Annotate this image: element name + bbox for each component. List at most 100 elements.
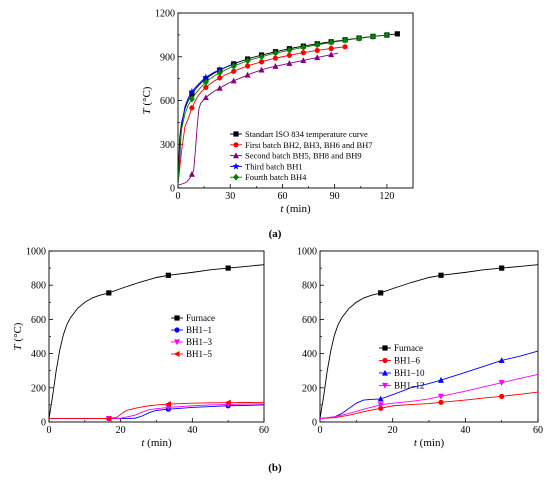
data-point — [342, 36, 349, 44]
series-2 — [319, 350, 539, 420]
legend-marker — [174, 327, 180, 333]
legend-entry: First batch BH2, BH3, BH6 and BH7 — [245, 140, 373, 150]
data-point — [342, 44, 348, 50]
data-point — [300, 57, 307, 63]
series-1 — [319, 391, 539, 420]
series-0 — [48, 264, 265, 419]
legend-marker — [233, 142, 239, 148]
legend: Furnace BH1–1 BH1–3 BH1–5 — [171, 313, 215, 359]
legend-marker — [174, 339, 180, 346]
data-point — [314, 47, 320, 54]
series-line — [177, 63, 236, 186]
y-axis-var: T — [12, 343, 24, 350]
x-tick-label: 0 — [318, 425, 323, 436]
legend-entry: BH1–12 — [394, 381, 425, 391]
y-tick-label: 400 — [302, 349, 317, 360]
legend-entry: Furnace — [186, 313, 215, 323]
data-point — [202, 78, 209, 86]
data-point — [225, 265, 231, 271]
data-point — [230, 77, 237, 84]
series-2 — [177, 51, 339, 186]
data-point — [231, 68, 237, 74]
y-tick-label: 900 — [160, 52, 175, 63]
data-point — [224, 399, 231, 406]
legend-marker — [382, 382, 388, 389]
y-tick-label: 600 — [302, 315, 317, 326]
x-tick-label: 40 — [460, 425, 470, 436]
legend-marker — [174, 315, 180, 321]
data-point — [377, 402, 384, 409]
data-point — [230, 62, 237, 70]
y-tick-label: 200 — [31, 383, 46, 394]
y-axis-title: T (°C) — [12, 322, 24, 350]
series-0 — [319, 264, 539, 419]
data-point — [328, 51, 335, 58]
data-point — [244, 71, 251, 78]
data-point — [165, 401, 171, 408]
y-axis-unit: (°C) — [12, 322, 24, 344]
y-axis-var: T — [141, 107, 153, 114]
x-axis-title: t (min) — [141, 437, 172, 449]
data-point — [188, 170, 195, 177]
legend-entry: Third batch BH1 — [245, 161, 303, 171]
data-point — [498, 380, 505, 386]
legend-marker — [233, 152, 239, 159]
data-point — [286, 60, 293, 66]
legend-marker — [382, 345, 388, 351]
x-axis-unit: (min) — [283, 203, 311, 215]
series-line — [319, 350, 539, 420]
x-tick-label: 40 — [187, 425, 197, 436]
legend-marker — [233, 173, 239, 181]
data-point — [202, 73, 210, 81]
legend-entry: BH1–5 — [186, 349, 213, 359]
data-point — [216, 84, 223, 91]
data-point — [189, 91, 195, 97]
data-point — [188, 87, 196, 95]
legend-entry: Standart ISO 834 temperature curve — [245, 129, 368, 139]
y-tick-label: 800 — [31, 281, 46, 292]
y-tick-label: 0 — [312, 418, 317, 429]
legend-entry: BH1–6 — [394, 356, 421, 366]
data-point — [300, 50, 306, 56]
data-point — [328, 45, 334, 52]
y-tick-label: 0 — [170, 184, 175, 195]
y-tick-label: 0 — [41, 418, 46, 429]
data-point — [245, 63, 251, 69]
legend-marker — [232, 162, 240, 170]
data-point — [356, 34, 363, 42]
y-tick-label: 300 — [160, 140, 175, 151]
y-tick-label: 1000 — [297, 247, 317, 258]
x-axis-unit: (min) — [144, 437, 172, 449]
x-tick-label: 0 — [47, 425, 52, 436]
data-point — [328, 39, 335, 46]
legend-entry: Second batch BH5, BH8 and BH9 — [245, 151, 362, 161]
data-point — [498, 357, 505, 364]
legend-marker — [233, 131, 239, 137]
x-tick-label: 60 — [533, 425, 543, 436]
legend-entry: Furnace — [394, 343, 423, 353]
panel-label-b: (b) — [268, 462, 282, 474]
data-point — [286, 46, 293, 54]
x-tick-label: 20 — [388, 425, 398, 436]
x-axis-title: t (min) — [414, 437, 445, 449]
data-point — [286, 52, 293, 58]
data-point — [369, 33, 376, 41]
data-point — [258, 53, 265, 61]
data-point — [272, 63, 279, 69]
series-3 — [319, 374, 539, 420]
data-point — [499, 265, 505, 271]
data-point — [300, 43, 307, 51]
data-point — [258, 66, 265, 73]
panel-label-a: (a) — [269, 228, 282, 240]
data-point — [244, 57, 251, 65]
legend-entry: BH1–1 — [186, 325, 212, 335]
data-point — [165, 272, 171, 278]
y-tick-label: 800 — [302, 281, 317, 292]
series-line — [319, 264, 539, 419]
legend-marker — [173, 351, 180, 357]
data-point — [217, 75, 223, 81]
data-point — [499, 393, 505, 399]
